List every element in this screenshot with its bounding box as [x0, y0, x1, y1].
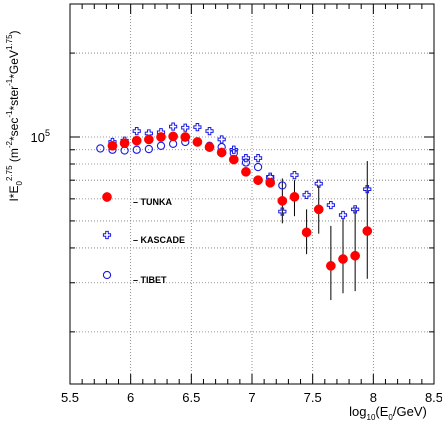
legend-marker-kascade: [102, 230, 112, 240]
data-point-kascade: [181, 123, 190, 132]
x-tick-label: 5.5: [61, 390, 79, 405]
data-point-kascade: [278, 207, 287, 216]
data-point-tibet: [132, 145, 141, 154]
data-point-kascade: [193, 123, 202, 132]
data-point-tunka: [289, 191, 300, 202]
data-point-tunka: [362, 226, 373, 236]
data-point-tunka: [192, 137, 203, 147]
y-tick-label: 105: [31, 128, 50, 145]
data-point-kascade: [217, 135, 226, 144]
data-point-kascade: [253, 154, 263, 163]
error-bars: [281, 161, 368, 301]
y-tick-label: 105: [31, 128, 50, 145]
legend-label-tibet: – TIBET: [133, 275, 167, 285]
legend-label-kascade: – KASCADE: [133, 235, 185, 245]
data-point-tibet: [168, 139, 178, 149]
x-tick-labels: 5.5 6 6.5 7 7.5 8 8.5: [61, 390, 442, 405]
legend-marker-tunka: [102, 192, 112, 202]
data-point-kascade: [241, 154, 251, 163]
x-tick-label: 7.5: [304, 390, 322, 405]
data-point-tunka: [265, 177, 276, 188]
data-point-tunka: [241, 166, 251, 177]
data-point-tunka: [253, 175, 263, 186]
data-point-tunka: [180, 132, 191, 142]
data-point-tunka: [144, 134, 154, 145]
x-tick-label: 7: [248, 390, 255, 405]
data-point-kascade: [338, 210, 348, 220]
data-point-tibet: [156, 141, 166, 150]
data-point-kascade: [205, 126, 214, 136]
data-point-tunka: [326, 260, 336, 271]
grid: [70, 4, 434, 384]
data-point-kascade: [229, 145, 238, 154]
x-tick-label: 6: [127, 390, 134, 405]
data-point-tunka: [204, 142, 215, 152]
data-point-tunka: [228, 154, 239, 165]
data-point-kascade: [314, 179, 323, 188]
data-point-kascade: [290, 171, 299, 180]
data-point-tunka: [131, 135, 142, 146]
data-point-tibet: [144, 144, 154, 154]
data-point-tunka: [277, 196, 288, 206]
data-point-tibet: [253, 162, 263, 172]
data-point-tunka: [216, 147, 227, 158]
data-point-kascade: [351, 205, 360, 214]
x-tick-label: 8.5: [425, 390, 442, 405]
data-point-tunka: [119, 138, 130, 149]
data-point-tunka: [301, 227, 312, 238]
x-tick-label: 6.5: [182, 390, 200, 405]
axis-ticks: [69, 4, 435, 384]
data-point-tibet: [278, 181, 287, 190]
data-point-tunka: [313, 204, 324, 215]
y-axis-label: I*E02.75 (m-2*sec-1*ster-1*GeV1.75): [5, 30, 24, 201]
legend: – TUNKA – KASCADE – TIBET: [102, 192, 185, 285]
data-point-kascade: [302, 190, 311, 199]
data-point-tunka: [168, 131, 178, 142]
x-tick-label: 8: [370, 390, 377, 405]
data-point-tunka: [350, 250, 360, 261]
x-axis-label: log10(E0/GeV): [349, 404, 427, 422]
data-point-tunka: [338, 254, 348, 264]
data-point-tibet: [241, 158, 251, 167]
data-point-kascade: [169, 122, 178, 131]
data-point-kascade: [132, 126, 141, 136]
data-point-kascade: [363, 185, 372, 194]
data-point-tibet: [96, 144, 105, 153]
legend-label-tunka: – TUNKA: [133, 197, 173, 207]
data-markers: [96, 122, 373, 271]
data-point-tunka: [156, 132, 166, 142]
legend-marker-tibet: [102, 270, 112, 280]
data-point-kascade: [326, 200, 335, 210]
data-point-tunka: [107, 140, 118, 151]
